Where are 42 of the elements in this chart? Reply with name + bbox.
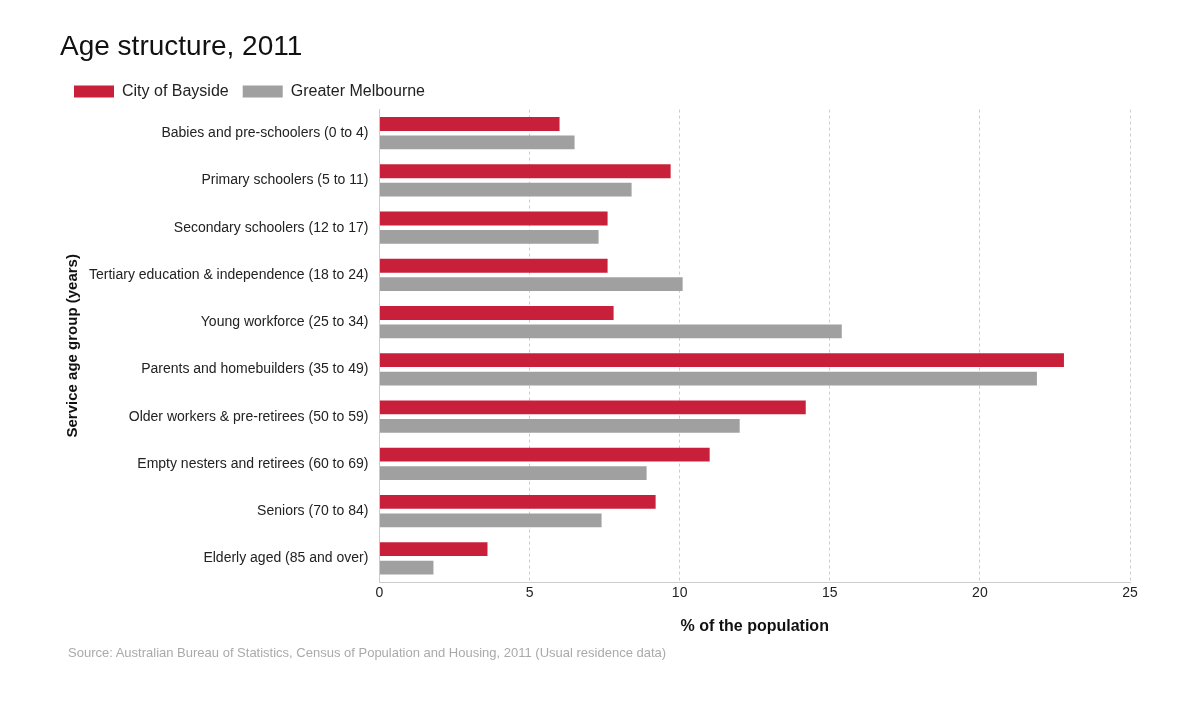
- bar: [379, 466, 647, 481]
- y-axis-title: Service age group (years): [63, 254, 81, 438]
- legend-label: City of Bayside: [122, 82, 229, 100]
- y-tick-label: Empty nesters and retirees (60 to 69): [137, 454, 369, 471]
- x-axis-title: % of the population: [680, 616, 829, 634]
- bar: [379, 230, 599, 244]
- bar: [379, 542, 488, 557]
- bar: [379, 324, 842, 339]
- source-note: Source: Australian Bureau of Statistics, Census of Population and Housing, 2011 (Usual residence data): [68, 645, 667, 660]
- bar: [379, 258, 608, 273]
- bar: [379, 495, 656, 509]
- y-tick-label: Tertiary education & independence (18 to 24): [89, 265, 369, 282]
- bar: [379, 447, 710, 462]
- x-tick-label: 5: [525, 584, 534, 601]
- y-tick-label: Primary schoolers (5 to 11): [201, 171, 369, 188]
- y-tick-label: Young workforce (25 to 34): [200, 313, 369, 330]
- bar: [379, 560, 434, 575]
- y-tick-label: Secondary schoolers (12 to 17): [173, 218, 369, 235]
- bar: [379, 182, 632, 197]
- bar: [379, 135, 575, 150]
- x-tick-label: 15: [821, 584, 838, 601]
- x-tick-label: 10: [671, 584, 688, 601]
- x-tick-label: 25: [1122, 584, 1138, 601]
- y-tick-label: Elderly aged (85 and over): [203, 549, 369, 566]
- y-tick-label: Babies and pre-schoolers (0 to 4): [161, 124, 369, 141]
- y-tick-label: Parents and homebuilders (35 to 49): [141, 360, 369, 377]
- bar: [379, 164, 671, 179]
- y-tick-label: Seniors (70 to 84): [257, 502, 369, 518]
- bar: [379, 277, 683, 292]
- chart-title: Age structure, 2011: [60, 29, 303, 61]
- bar: [379, 211, 608, 226]
- y-tick-label: Older workers & pre-retirees (50 to 59): [128, 407, 369, 424]
- bar: [379, 371, 1037, 386]
- legend-label: Greater Melbourne: [290, 82, 426, 100]
- bar: [379, 117, 560, 131]
- x-tick-label: 0: [375, 584, 384, 601]
- bar: [379, 513, 602, 528]
- bar: [379, 400, 806, 415]
- bar: [379, 418, 740, 433]
- bar: [379, 353, 1064, 368]
- x-tick-label: 20: [972, 584, 988, 601]
- bar: [379, 306, 614, 320]
